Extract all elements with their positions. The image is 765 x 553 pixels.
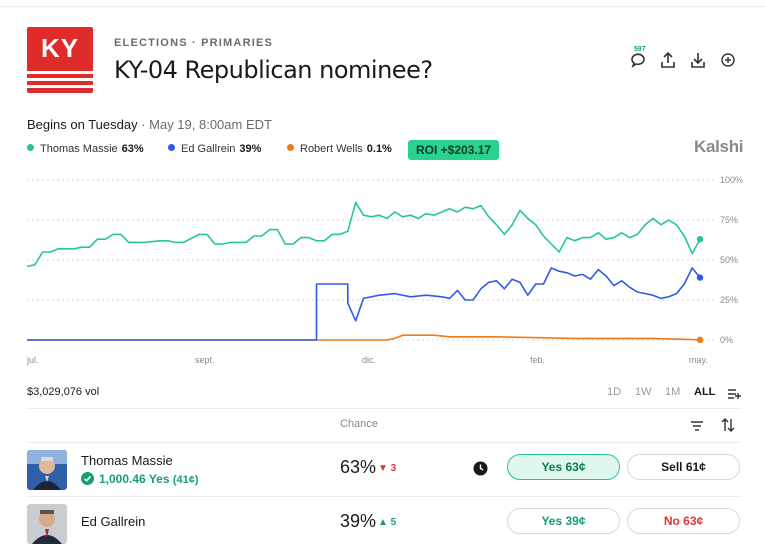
sort-icon[interactable] <box>690 418 704 432</box>
y-tick-label: 25% <box>720 295 738 305</box>
avatar <box>27 504 67 544</box>
reorder-icon[interactable] <box>721 418 735 432</box>
range-1d[interactable]: 1D <box>607 386 622 398</box>
y-tick-label: 50% <box>720 255 738 265</box>
avatar <box>27 450 67 490</box>
outcome-chance: 63% <box>340 457 377 477</box>
legend-entry: Thomas Massie 63% <box>27 143 144 155</box>
schedule-label: Begins on Tuesday <box>27 117 138 132</box>
outcome-row-ed-gallrein[interactable]: Ed Gallrein 39% ▲ 5 Yes 39¢ No 63¢ <box>0 497 765 549</box>
legend-dot <box>27 144 34 151</box>
outcome-row-thomas-massie[interactable]: Thomas Massie 1,000.46 Yes (41¢) 63% ▼ 3… <box>0 443 765 495</box>
logo-stripe <box>27 78 93 81</box>
outcome-chance: 39% <box>340 511 377 531</box>
range-1w[interactable]: 1W <box>635 386 652 398</box>
position-holding: 1,000.46 Yes (41¢) <box>81 472 199 486</box>
holding-amount: 1,000.46 Yes <box>99 472 170 486</box>
schedule-date: · May 19, 8:00am EDT <box>137 117 272 132</box>
add-circle-icon[interactable] <box>718 50 738 70</box>
clock-icon[interactable] <box>473 461 488 476</box>
legend-name: Ed Gallrein <box>181 143 236 155</box>
price-chart[interactable]: 100% 75% 50% 25% 0% jul. sept. dic. feb. may. <box>0 168 765 368</box>
add-series-icon[interactable] <box>727 386 741 400</box>
logo-stripe <box>27 71 93 74</box>
series-endpoint <box>696 336 704 344</box>
logo-stripe <box>27 85 93 88</box>
divider <box>27 442 741 443</box>
series-line-robert-wells <box>27 334 701 341</box>
chance-header: Chance <box>340 418 378 430</box>
comment-count-badge: 597 <box>634 46 646 53</box>
sell-button[interactable]: Sell 61¢ <box>627 454 740 480</box>
range-1m[interactable]: 1M <box>665 386 681 398</box>
check-icon <box>81 472 94 485</box>
x-tick-label: dic. <box>362 355 376 365</box>
volume-label: $3,029,076 vol <box>27 386 100 398</box>
series-endpoint <box>696 274 704 281</box>
series-line-ed-gallrein <box>27 267 701 341</box>
top-divider <box>0 6 765 7</box>
x-tick-label: jul. <box>26 355 39 365</box>
download-icon[interactable] <box>688 50 708 70</box>
legend-name: Thomas Massie <box>40 143 118 155</box>
x-tick-label: feb. <box>530 355 545 365</box>
legend-dot <box>168 144 175 151</box>
buy-yes-button[interactable]: Yes 39¢ <box>507 508 620 534</box>
divider <box>27 408 741 409</box>
share-icon[interactable] <box>658 50 678 70</box>
legend-pct: 63% <box>121 143 144 155</box>
holding-avg-price: (41¢) <box>172 474 199 486</box>
page-title: KY-04 Republican nominee? <box>114 56 433 84</box>
breadcrumb[interactable]: ELECTIONS · PRIMARIES <box>114 37 274 49</box>
y-tick-label: 0% <box>720 335 733 345</box>
market-logo: KY <box>27 27 93 93</box>
chance-change: ▼ 3 <box>378 463 397 474</box>
schedule: Begins on Tuesday · May 19, 8:00am EDT <box>27 117 272 132</box>
outcome-name: Ed Gallrein <box>81 514 146 529</box>
buy-no-button[interactable]: No 63¢ <box>627 508 740 534</box>
divider <box>27 496 741 497</box>
logo-text: KY <box>40 33 80 63</box>
legend-entry: Ed Gallrein 39% <box>168 143 261 155</box>
header-actions <box>628 50 740 72</box>
x-tick-label: may. <box>689 355 708 365</box>
y-tick-label: 75% <box>720 215 738 225</box>
series-line-thomas-massie <box>26 201 701 268</box>
buy-yes-button[interactable]: Yes 63¢ <box>507 454 620 480</box>
outcome-name: Thomas Massie <box>81 453 173 468</box>
roi-badge: ROI +$203.17 <box>408 140 500 160</box>
x-tick-label: sept. <box>195 355 215 365</box>
legend-pct: 0.1% <box>366 143 392 155</box>
legend-name: Robert Wells <box>300 143 363 155</box>
series-endpoint <box>696 236 704 243</box>
chance-change: ▲ 5 <box>378 517 397 528</box>
legend-entry: Robert Wells 0.1% <box>287 143 392 155</box>
legend-dot <box>287 144 294 151</box>
comment-icon[interactable] <box>628 50 648 70</box>
y-tick-label: 100% <box>720 175 743 185</box>
brand-logo: Kalshi <box>694 137 744 156</box>
range-all[interactable]: ALL <box>694 386 716 398</box>
legend-pct: 39% <box>239 143 262 155</box>
